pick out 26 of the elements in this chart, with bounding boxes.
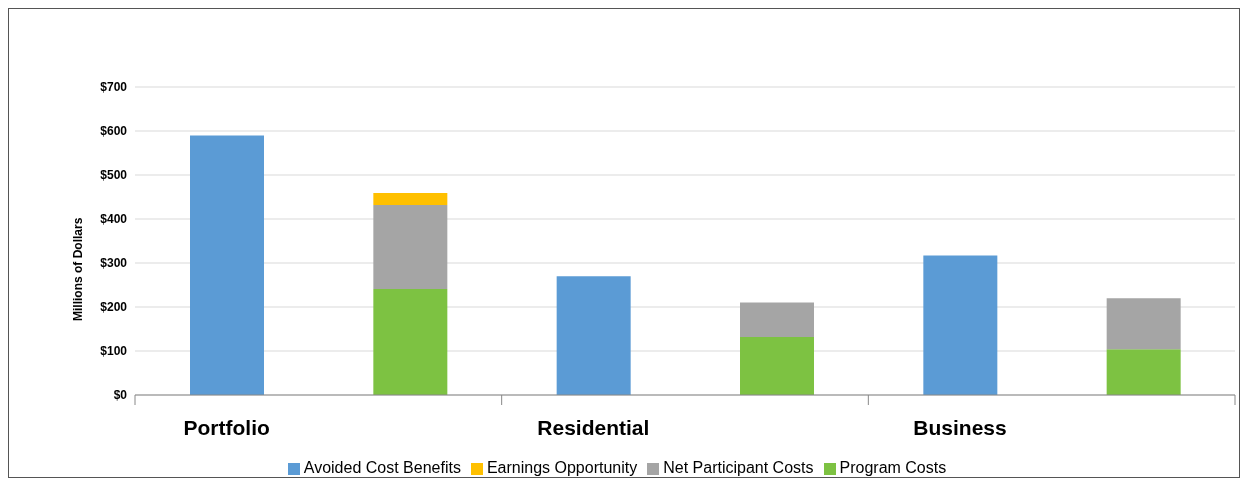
y-tick-label: $400 (100, 212, 128, 227)
bar (556, 276, 631, 395)
bar (740, 302, 814, 337)
y-tick-label: $600 (100, 124, 128, 139)
bar (1106, 298, 1181, 350)
bar (190, 135, 264, 395)
legend-label: Net Participant Costs (663, 459, 814, 476)
y-tick-label: $700 (100, 80, 128, 95)
legend-label: Earnings Opportunity (486, 459, 638, 476)
bar (373, 193, 448, 205)
legend-label: Avoided Cost Benefits (303, 459, 461, 476)
y-axis-title: Millions of Dollars (71, 217, 86, 321)
y-tick-label: $0 (113, 388, 128, 403)
x-tick-label: Business (913, 416, 1007, 439)
x-tick-label: Portfolio (183, 416, 270, 439)
bar (373, 204, 448, 289)
y-tick-label: $500 (100, 168, 128, 183)
bar (740, 336, 814, 395)
legend-label: Program Costs (839, 459, 947, 476)
bar (1106, 349, 1181, 395)
y-tick-label: $100 (100, 344, 128, 359)
bar (373, 288, 448, 395)
bar (923, 255, 998, 395)
x-tick-label: Residential (537, 416, 650, 439)
y-tick-label: $300 (100, 256, 128, 271)
y-tick-label: $200 (100, 300, 128, 315)
